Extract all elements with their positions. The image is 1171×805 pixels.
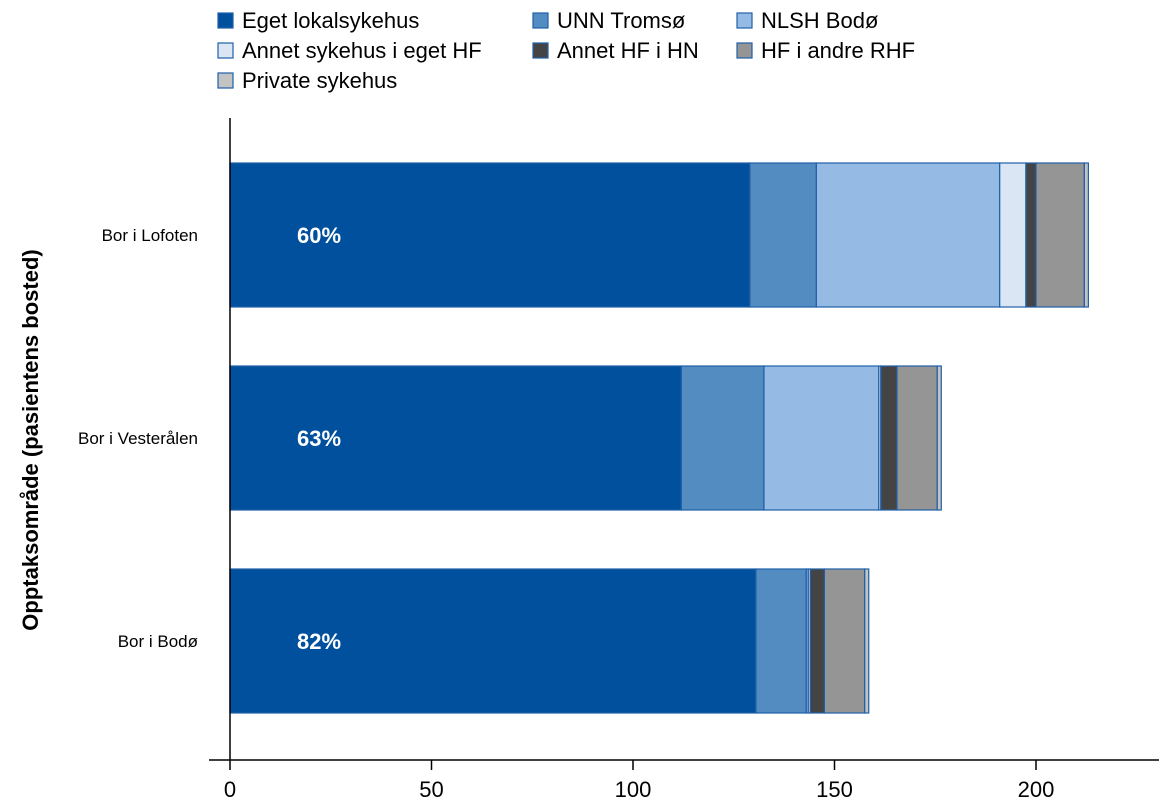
category-label: Bor i Lofoten [102, 226, 198, 245]
legend-item-unn-troms: UNN Tromsø [532, 8, 685, 33]
category-label: Bor i Bodø [118, 632, 198, 651]
bar-bor-i-lofoten-annet-hf-i-hn [1025, 162, 1037, 308]
legend-label: Private sykehus [242, 68, 397, 93]
category-label: Bor i Vesterålen [78, 429, 198, 448]
legend-swatch [736, 42, 753, 59]
category-labels: Bor i Lofoten Bor i Vesterålen Bor i Bodø [78, 226, 198, 651]
legend-swatch [532, 12, 549, 29]
y-axis-title: Opptaksområde (pasientens bosted) [18, 249, 43, 630]
legend-label: UNN Tromsø [557, 8, 685, 33]
bar-bor-i-vester-len-nlsh-bod [763, 365, 880, 511]
share-labels: 60% 63% 82% [297, 223, 341, 654]
legend-label: Annet sykehus i eget HF [242, 38, 482, 63]
bar-bor-i-vester-len-hf-i-andre-rhf [896, 365, 938, 511]
x-tick-label: 150 [816, 777, 853, 802]
legend-label: Annet HF i HN [557, 38, 699, 63]
bar-bor-i-bod-unn-troms [755, 568, 807, 714]
bar-bor-i-bod-private-sykehus [864, 568, 870, 714]
bar-bor-i-lofoten-eget-lokalsykehus [229, 162, 751, 308]
share-label: 82% [297, 629, 341, 654]
bar-bor-i-lofoten-hf-i-andre-rhf [1035, 162, 1085, 308]
x-tick-label: 200 [1018, 777, 1055, 802]
legend-swatch [217, 12, 234, 29]
bar-bor-i-vester-len-unn-troms [680, 365, 765, 511]
legend-label: HF i andre RHF [761, 38, 915, 63]
legend-swatch [217, 72, 234, 89]
legend-item-hf-i-andre-rhf: HF i andre RHF [736, 38, 915, 63]
bar-bor-i-bod-hf-i-andre-rhf [823, 568, 866, 714]
legend: Eget lokalsykehus UNN Tromsø NLSH Bodø Anne… [217, 8, 915, 93]
bars [229, 162, 1089, 714]
x-tick-label: 0 [224, 777, 236, 802]
share-label: 60% [297, 223, 341, 248]
bar-bor-i-vester-len-private-sykehus [936, 365, 942, 511]
legend-label: Eget lokalsykehus [242, 8, 419, 33]
legend-item-annet-hf-i-hn: Annet HF i HN [532, 38, 699, 63]
x-axis-ticks: 0 50 100 150 200 [224, 760, 1054, 802]
legend-item-private-sykehus: Private sykehus [217, 68, 397, 93]
legend-label: NLSH Bodø [761, 8, 878, 33]
legend-item-nlsh-bod: NLSH Bodø [736, 8, 878, 33]
x-tick-label: 100 [615, 777, 652, 802]
legend-item-annet-sykehus-i-eget-hf: Annet sykehus i eget HF [217, 38, 482, 63]
bar-bor-i-lofoten-private-sykehus [1083, 162, 1089, 308]
legend-swatch [532, 42, 549, 59]
bar-bor-i-lofoten-nlsh-bod [815, 162, 1001, 308]
bar-bor-i-lofoten-annet-sykehus-i-eget-hf [999, 162, 1027, 308]
x-tick-label: 50 [419, 777, 443, 802]
bar-bor-i-vester-len-eget-lokalsykehus [229, 365, 682, 511]
bar-bor-i-vester-len-annet-hf-i-hn [880, 365, 898, 511]
bar-bor-i-lofoten-unn-troms [749, 162, 817, 308]
legend-item-eget-lokalsykehus: Eget lokalsykehus [217, 8, 419, 33]
bar-bor-i-bod-annet-hf-i-hn [809, 568, 826, 714]
legend-swatch [736, 12, 753, 29]
share-label: 63% [297, 426, 341, 451]
legend-swatch [217, 42, 234, 59]
